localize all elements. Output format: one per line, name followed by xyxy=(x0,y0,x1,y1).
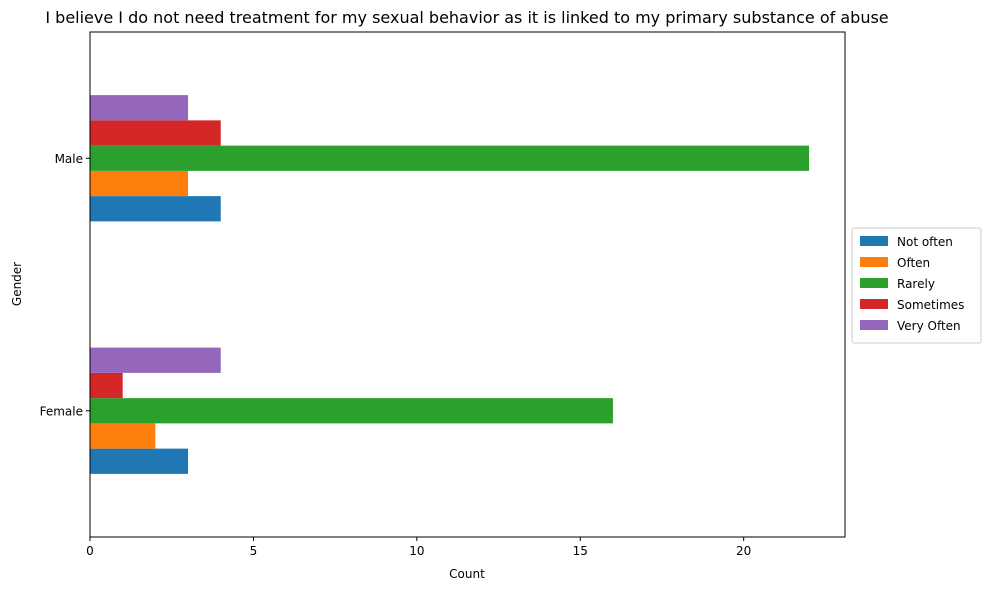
bars-group xyxy=(90,95,810,474)
axes-group: Female Male 0 5 10 15 20 xyxy=(40,31,846,558)
legend-label: Rarely xyxy=(897,277,935,291)
y-tick-label: Female xyxy=(40,404,83,418)
legend-label: Sometimes xyxy=(897,298,964,312)
legend-swatch xyxy=(860,278,888,288)
x-tick-label: 5 xyxy=(250,544,258,558)
y-tick-label: Male xyxy=(55,152,83,166)
x-tick-label: 0 xyxy=(86,544,94,558)
legend-box xyxy=(851,227,982,344)
legend-swatch xyxy=(860,236,888,246)
bar-male-often xyxy=(90,170,189,197)
y-axis-label: Gender xyxy=(10,262,24,306)
legend-swatch xyxy=(860,257,888,267)
legend: Not often Often Rarely Sometimes Very Often xyxy=(851,227,982,344)
bar-female-very-often xyxy=(90,347,221,373)
bar-male-very-often xyxy=(90,95,189,121)
bar-female-often xyxy=(90,423,156,449)
legend-swatch xyxy=(860,299,888,309)
x-axis-label: Count xyxy=(449,567,485,581)
bar-female-sometimes xyxy=(90,372,123,399)
bar-female-not-often xyxy=(90,448,189,474)
legend-label: Not often xyxy=(897,235,953,249)
x-tick-label: 20 xyxy=(736,544,751,558)
legend-label: Often xyxy=(897,256,930,270)
chart-title: I believe I do not need treatment for my… xyxy=(45,8,888,27)
legend-label: Very Often xyxy=(897,319,961,333)
legend-swatch xyxy=(860,320,888,330)
bar-female-rarely xyxy=(90,398,613,424)
x-tick-label: 15 xyxy=(573,544,588,558)
plot-frame xyxy=(89,31,846,538)
bar-male-not-often xyxy=(90,196,221,222)
x-tick-label: 10 xyxy=(409,544,424,558)
bar-male-sometimes xyxy=(90,120,221,146)
bar-male-rarely xyxy=(90,145,810,171)
